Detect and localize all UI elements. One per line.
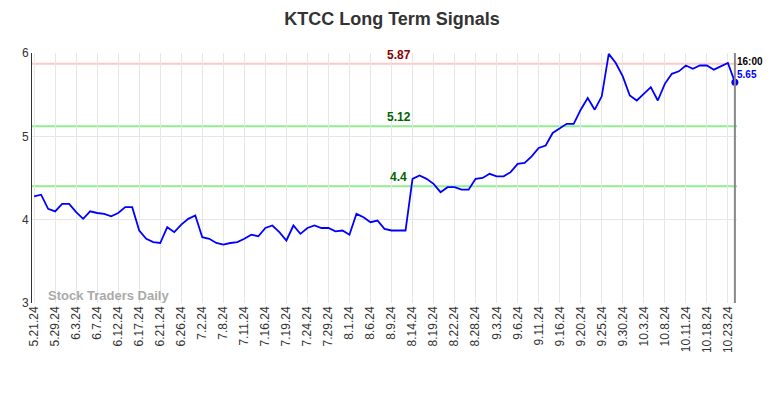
svg-text:5.65: 5.65 — [737, 69, 757, 80]
svg-text:5: 5 — [22, 130, 29, 144]
svg-text:6.21.24: 6.21.24 — [153, 306, 167, 346]
svg-text:7.2.24: 7.2.24 — [195, 306, 209, 340]
svg-text:9.6.24: 9.6.24 — [511, 306, 525, 340]
svg-text:KTCC Long Term Signals: KTCC Long Term Signals — [284, 9, 500, 29]
svg-text:8.14.24: 8.14.24 — [405, 306, 419, 346]
svg-text:Stock Traders Daily: Stock Traders Daily — [48, 288, 169, 303]
svg-text:7.29.24: 7.29.24 — [321, 306, 335, 346]
svg-text:5.21.24: 5.21.24 — [27, 306, 41, 346]
svg-text:7.8.24: 7.8.24 — [216, 306, 230, 340]
svg-text:7.11.24: 7.11.24 — [237, 306, 251, 345]
svg-text:9.16.24: 9.16.24 — [553, 306, 567, 346]
svg-text:8.9.24: 8.9.24 — [384, 306, 398, 340]
svg-text:6.3.24: 6.3.24 — [69, 306, 83, 340]
svg-text:9.20.24: 9.20.24 — [574, 306, 588, 346]
svg-text:6: 6 — [22, 46, 29, 60]
svg-text:5.29.24: 5.29.24 — [48, 306, 62, 346]
svg-text:10.23.24: 10.23.24 — [721, 306, 735, 353]
svg-text:6.12.24: 6.12.24 — [111, 306, 125, 346]
svg-text:5.87: 5.87 — [387, 48, 411, 62]
svg-text:7.24.24: 7.24.24 — [300, 306, 314, 346]
svg-text:10.11.24: 10.11.24 — [679, 306, 693, 352]
svg-text:7.16.24: 7.16.24 — [258, 306, 272, 346]
svg-text:10.8.24: 10.8.24 — [658, 306, 672, 346]
svg-text:4.4: 4.4 — [390, 170, 407, 184]
svg-text:10.3.24: 10.3.24 — [637, 306, 651, 346]
svg-text:6.7.24: 6.7.24 — [90, 306, 104, 340]
svg-text:8.22.24: 8.22.24 — [447, 306, 461, 346]
svg-text:8.28.24: 8.28.24 — [469, 306, 483, 346]
svg-text:3: 3 — [22, 296, 29, 310]
svg-text:16:00: 16:00 — [737, 56, 763, 67]
svg-text:10.18.24: 10.18.24 — [700, 306, 714, 353]
svg-text:9.30.24: 9.30.24 — [616, 306, 630, 346]
svg-text:9.3.24: 9.3.24 — [490, 306, 504, 340]
svg-text:6.17.24: 6.17.24 — [132, 306, 146, 346]
svg-text:6.26.24: 6.26.24 — [174, 306, 188, 346]
svg-text:4: 4 — [22, 213, 29, 227]
svg-text:9.11.24: 9.11.24 — [532, 306, 546, 345]
svg-text:7.19.24: 7.19.24 — [279, 306, 293, 346]
svg-text:8.19.24: 8.19.24 — [426, 306, 440, 346]
svg-text:8.6.24: 8.6.24 — [363, 306, 377, 340]
svg-text:5.12: 5.12 — [387, 110, 411, 124]
svg-text:8.1.24: 8.1.24 — [342, 306, 356, 340]
svg-text:9.25.24: 9.25.24 — [595, 306, 609, 346]
